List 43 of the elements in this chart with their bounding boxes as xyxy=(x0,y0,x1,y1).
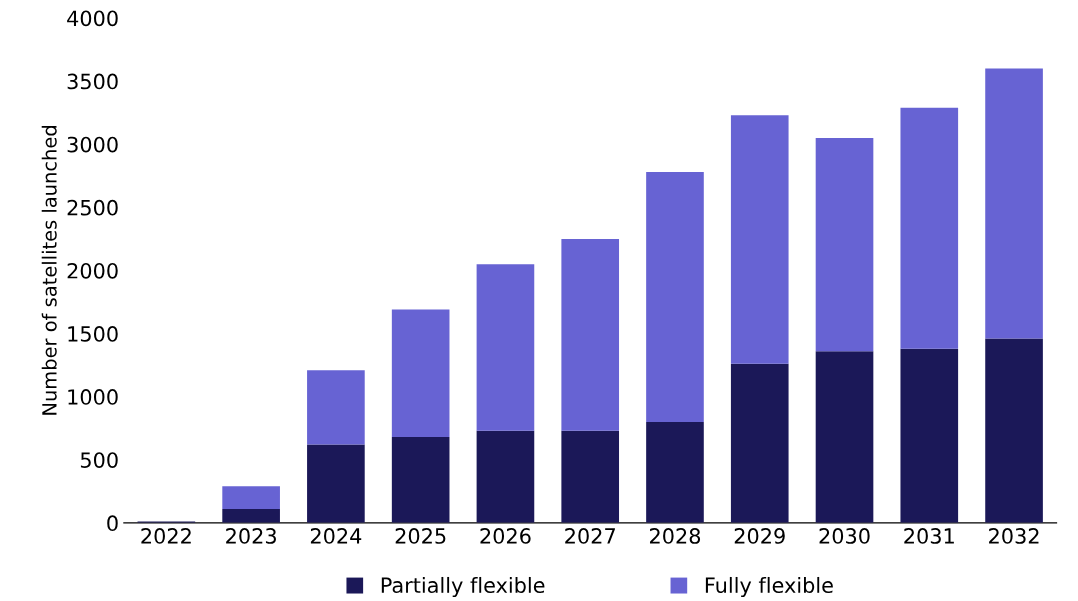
bar xyxy=(985,68,1043,339)
y-tick-label: 3000 xyxy=(67,136,118,153)
bar xyxy=(391,309,450,438)
y-tick-label: 500 xyxy=(80,452,118,468)
x-tick-label: 2029 xyxy=(734,528,785,544)
y-tick-label: 2000 xyxy=(67,262,118,279)
x-tick-label: 2023 xyxy=(226,528,276,544)
y-tick-label: 1500 xyxy=(68,326,118,342)
x-tick-label: 2031 xyxy=(904,528,954,544)
bar xyxy=(985,338,1043,523)
bar xyxy=(391,437,450,523)
legend-label: Partially flexible xyxy=(381,576,545,598)
y-tick-label: 2500 xyxy=(67,199,118,216)
bar xyxy=(222,486,280,509)
y-tick-label: 4000 xyxy=(67,10,118,27)
y-tick-label: 3500 xyxy=(67,73,118,90)
bar xyxy=(561,430,620,523)
bar xyxy=(222,508,280,523)
bar xyxy=(815,351,874,523)
x-tick-label: 2022 xyxy=(141,528,191,544)
x-tick-label: 2027 xyxy=(565,528,615,544)
x-tick-label: 2028 xyxy=(649,528,701,544)
bar xyxy=(307,370,365,445)
x-tick-label: 2024 xyxy=(310,528,362,544)
x-tick-label: 2030 xyxy=(819,528,870,544)
bar xyxy=(900,348,959,523)
x-tick-label: 2026 xyxy=(480,528,531,544)
bar xyxy=(476,264,535,431)
bar xyxy=(646,172,704,422)
bar xyxy=(646,421,704,523)
legend-label: Fully flexible xyxy=(705,576,833,598)
bar xyxy=(561,238,620,431)
bar xyxy=(815,137,874,352)
bar xyxy=(307,444,365,523)
y-axis-title: Number of satellites launched xyxy=(41,126,57,415)
x-tick-label: 2025 xyxy=(395,528,446,544)
bar xyxy=(900,107,959,349)
bar xyxy=(476,430,535,523)
bar xyxy=(730,363,789,523)
bar xyxy=(730,115,789,364)
y-tick-label: 1000 xyxy=(68,389,118,405)
y-tick-label: 0 xyxy=(107,515,118,532)
x-tick-label: 2032 xyxy=(989,528,1039,544)
